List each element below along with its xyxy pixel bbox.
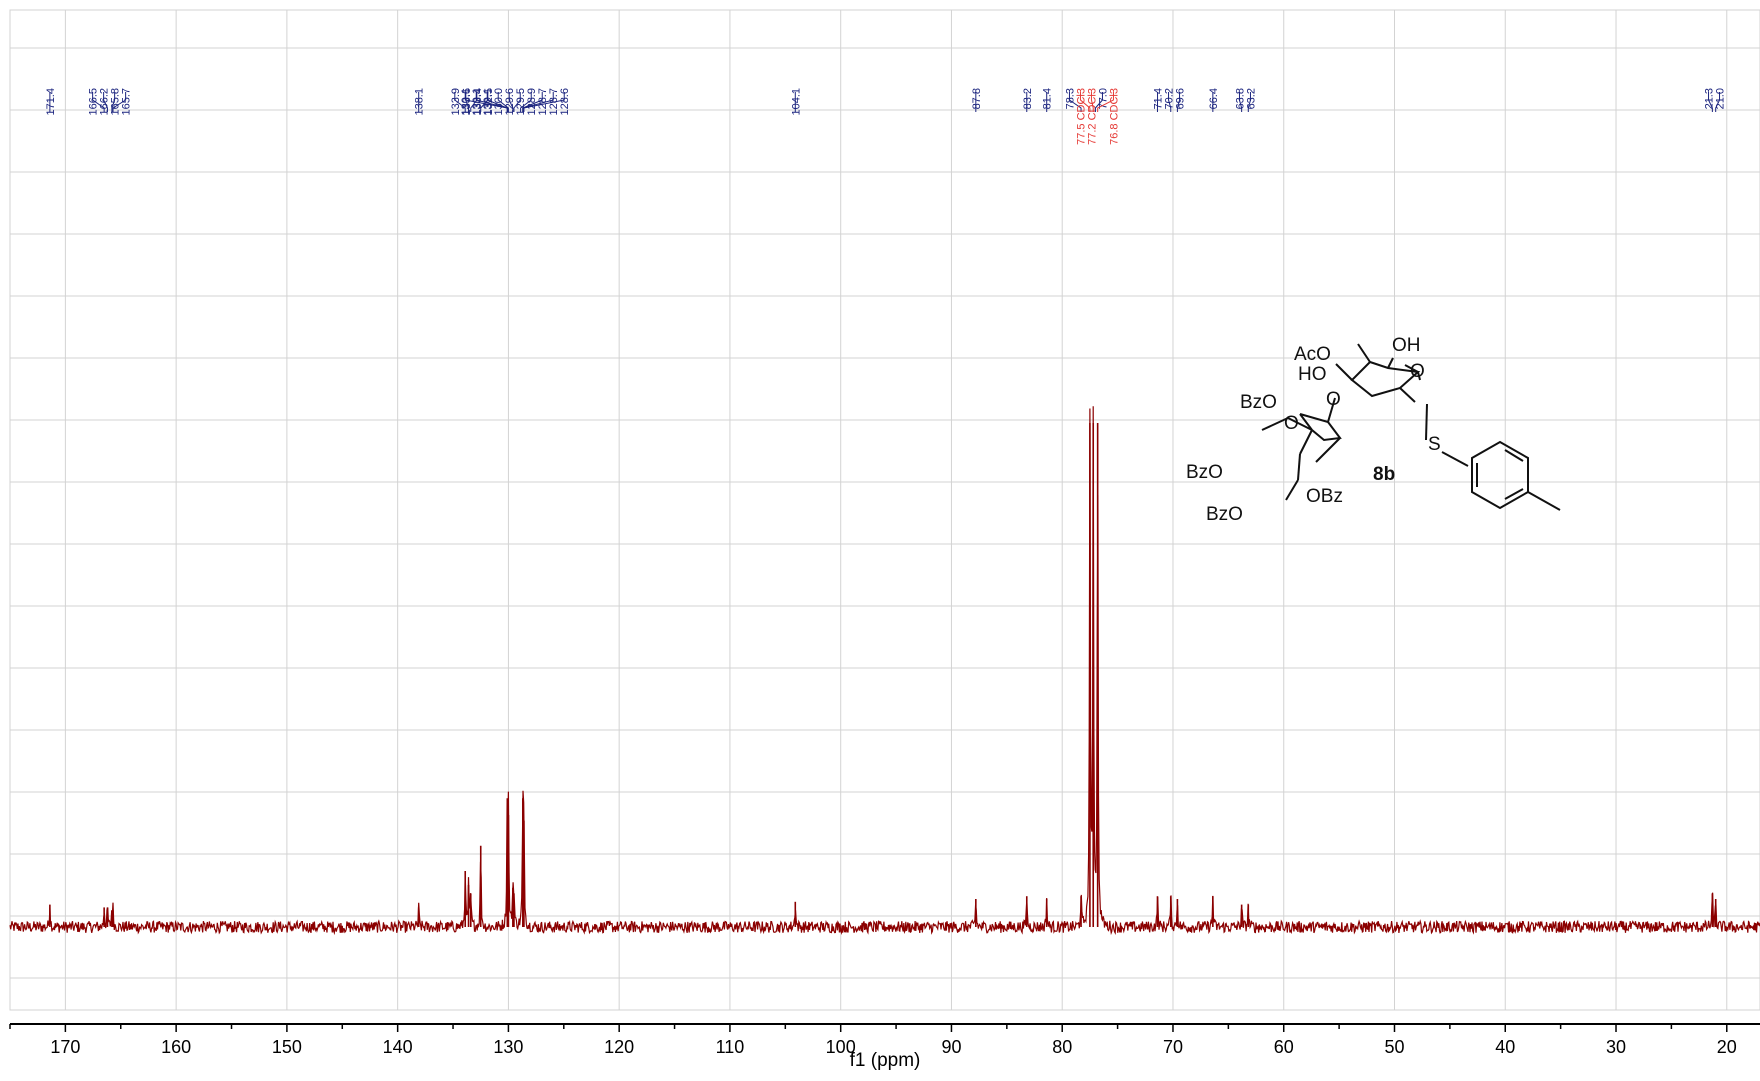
compound-label: 8b <box>1373 464 1395 485</box>
x-tick-label: 90 <box>941 1037 961 1057</box>
label-bzo-bottom: BzO <box>1206 504 1243 525</box>
peak-label: 66.4 <box>1208 88 1220 109</box>
peak-label: 128.6 <box>559 88 571 116</box>
peak-label: 104.1 <box>790 88 802 116</box>
x-tick-label: 20 <box>1717 1037 1737 1057</box>
peak-label: 165.7 <box>121 88 133 116</box>
peak-label: 63.2 <box>1245 88 1257 109</box>
label-bzo-top: BzO <box>1240 392 1277 413</box>
x-tick-label: 110 <box>716 1037 745 1057</box>
x-tick-label: 130 <box>493 1037 523 1057</box>
x-tick-label: 150 <box>272 1037 302 1057</box>
peak-label: 83.2 <box>1022 88 1034 109</box>
label-obz: OBz <box>1306 486 1343 507</box>
label-ho: HO <box>1298 364 1327 385</box>
label-bzo-mid: BzO <box>1186 462 1223 483</box>
label-oh-top: OH <box>1392 335 1421 356</box>
peak-label: 138.1 <box>414 88 426 116</box>
x-tick-label: 170 <box>50 1037 80 1057</box>
x-tick-label: 30 <box>1606 1037 1626 1057</box>
label-link-o: O <box>1326 389 1341 410</box>
grid <box>10 10 1760 1010</box>
label-ring-o-pyr: O <box>1410 361 1425 382</box>
x-tick-label: 120 <box>604 1037 634 1057</box>
label-aco: AcO <box>1294 344 1331 365</box>
label-ring-o-fur: O <box>1284 413 1299 434</box>
x-tick-label: 160 <box>161 1037 191 1057</box>
peak-label: 69.6 <box>1175 88 1187 109</box>
x-tick-label: 80 <box>1052 1037 1072 1057</box>
x-tick-label: 140 <box>383 1037 413 1057</box>
peak-label: 171.4 <box>45 88 57 116</box>
plot-frame <box>10 10 1760 1010</box>
peak-label: 87.8 <box>971 88 983 109</box>
peak-label: 76.8 CDCl3 <box>1108 88 1120 145</box>
label-s: S <box>1428 434 1441 455</box>
x-tick-label: 40 <box>1495 1037 1515 1057</box>
peak-label: 21.0 <box>1715 88 1727 109</box>
x-tick-label: 70 <box>1163 1037 1183 1057</box>
x-tick-label: 50 <box>1384 1037 1404 1057</box>
x-tick-label: 60 <box>1274 1037 1294 1057</box>
x-axis-title: f1 (ppm) <box>850 1050 921 1071</box>
peak-label: 81.4 <box>1042 88 1054 109</box>
